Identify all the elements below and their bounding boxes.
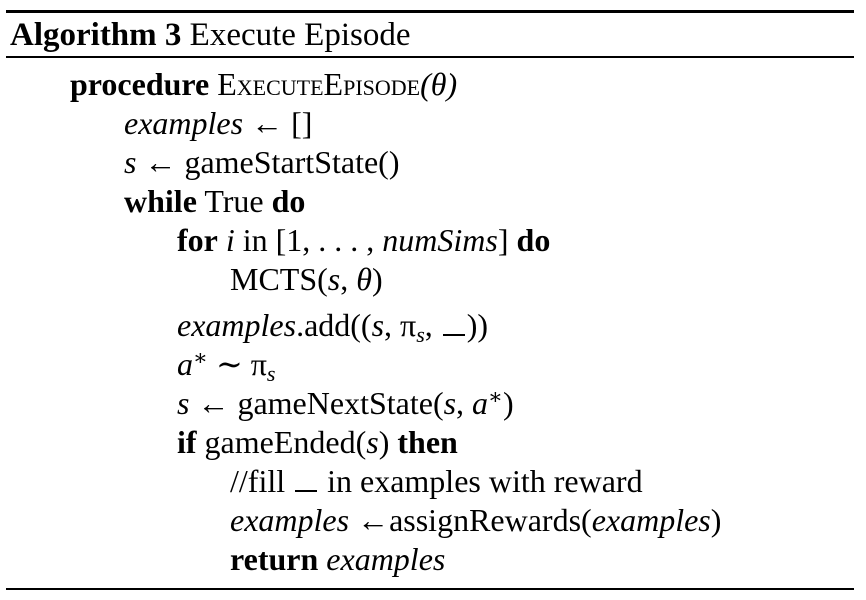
call-close: ) — [371, 261, 383, 297]
top-rule — [6, 10, 854, 13]
policy-symbol: , π — [384, 307, 417, 343]
keyword-return: return — [230, 541, 319, 577]
range-text: in [1, . . . , — [234, 222, 383, 258]
keyword-while: while — [124, 183, 197, 219]
line-content: for i in [1, . . . , numSims] do — [177, 221, 550, 259]
statement-text: ← gameStartState() — [136, 144, 400, 180]
blank-placeholder — [295, 464, 318, 492]
line-content: examples.add((s, πs, )) — [177, 306, 489, 347]
variable: s — [327, 261, 341, 297]
policy-subscript: s — [266, 361, 276, 386]
caption-rule — [6, 56, 854, 58]
variable: examples — [591, 502, 711, 538]
keyword-do: do — [516, 222, 551, 258]
line-content: MCTS(s, θ) — [230, 260, 383, 298]
variable: θ — [356, 261, 372, 297]
line-content: s ← gameStartState() — [124, 143, 399, 181]
line-content: a∗ ∼ πs — [177, 345, 276, 386]
keyword-do: do — [271, 183, 306, 219]
variable: numSims — [382, 222, 498, 258]
line-content: procedure ExecuteEpisode(θ) — [70, 65, 457, 103]
function-call: MCTS( — [230, 261, 328, 297]
statement-text: ← [] — [243, 105, 313, 141]
variable: s — [124, 144, 137, 180]
method-call: .add(( — [296, 307, 372, 343]
variable: s — [177, 385, 190, 421]
loop-variable: i — [225, 222, 235, 258]
condition-close: ) — [378, 424, 398, 460]
bottom-rule — [6, 588, 854, 590]
comment-text: in examples with reward — [319, 463, 643, 499]
separator: , — [424, 307, 441, 343]
assignment-text: ← gameNextState( — [189, 385, 444, 421]
variable: a — [177, 346, 193, 382]
separator: , — [340, 261, 357, 297]
keyword-procedure: procedure — [70, 66, 210, 102]
variable: s — [443, 385, 457, 421]
condition-text: gameEnded( — [196, 424, 367, 460]
policy-subscript: s — [416, 322, 425, 347]
star-superscript: ∗ — [193, 345, 208, 370]
line-content: if gameEnded(s) then — [177, 423, 458, 461]
variable: examples — [177, 307, 297, 343]
variable: a — [472, 385, 489, 421]
keyword-for: for — [177, 222, 218, 258]
variable: s — [371, 307, 385, 343]
call-close: ) — [503, 385, 514, 421]
variable: s — [366, 424, 379, 460]
keyword-if: if — [177, 424, 197, 460]
blank-placeholder — [442, 308, 465, 336]
line-content: return examples — [230, 540, 445, 578]
procedure-args: (θ) — [420, 66, 458, 102]
assignment-text: ←assignRewards( — [349, 502, 592, 538]
algorithm-label: Algorithm 3 — [10, 17, 182, 53]
variable: examples — [326, 541, 446, 577]
line-content: examples ←assignRewards(examples) — [230, 501, 721, 539]
sample-text: ∼ π — [207, 346, 267, 382]
line-content: //fill in examples with reward — [230, 462, 643, 500]
variable: examples — [230, 502, 350, 538]
call-close: ) — [710, 502, 722, 538]
comment-text: //fill — [230, 463, 294, 499]
line-content: s ← gameNextState(s, a∗) — [177, 384, 514, 422]
variable: examples — [124, 105, 244, 141]
range-close: ] — [497, 222, 517, 258]
line-content: while True do — [124, 182, 305, 220]
condition-text: True — [196, 183, 272, 219]
procedure-name: ExecuteEpisode — [217, 66, 421, 102]
line-content: examples ← [] — [124, 104, 312, 142]
keyword-then: then — [397, 424, 458, 460]
algorithm-title: Execute Episode — [189, 17, 411, 53]
separator: , — [456, 385, 473, 421]
call-close: )) — [466, 307, 489, 343]
star-superscript: ∗ — [488, 384, 503, 409]
algorithm-caption: Algorithm 3 Execute Episode — [10, 15, 411, 55]
